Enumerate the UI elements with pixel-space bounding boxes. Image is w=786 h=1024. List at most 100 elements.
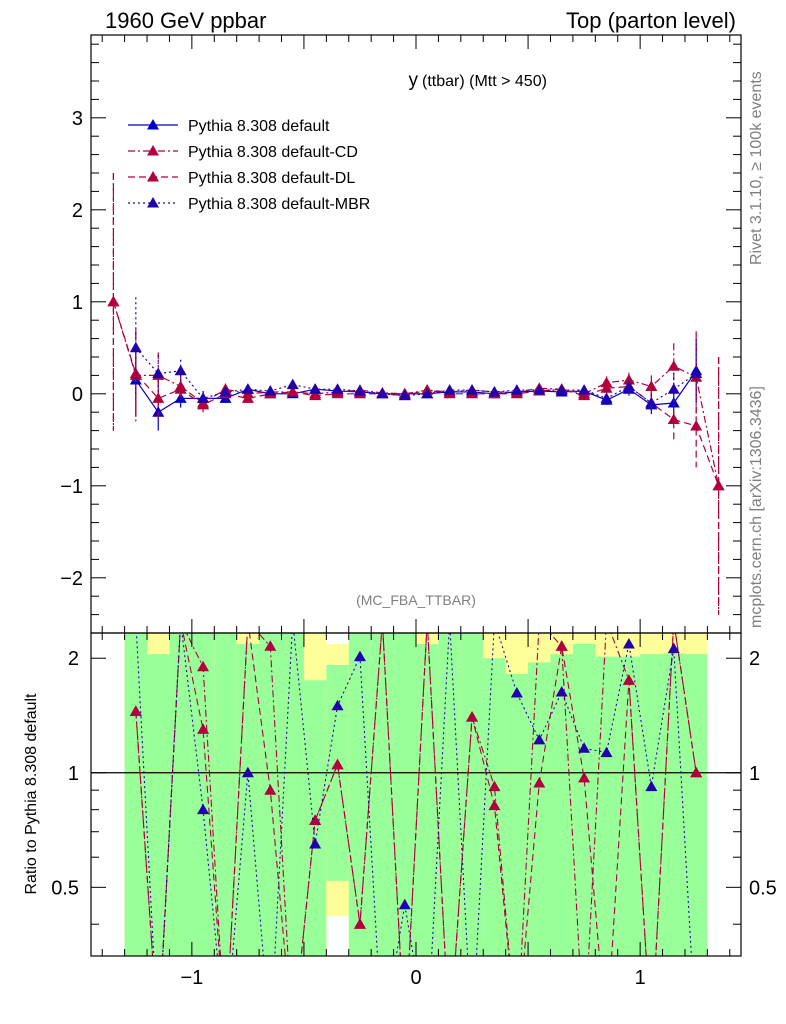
- data-point: [129, 341, 142, 353]
- rivet-version-label: Rivet 3.1.10, ≥ 100k events: [748, 71, 765, 265]
- ratio-point: [622, 637, 635, 649]
- data-point: [309, 383, 322, 394]
- data-point: [421, 387, 434, 399]
- series-line: [112, 301, 720, 487]
- green-band-bin: [505, 673, 529, 956]
- ratio-point: [555, 686, 568, 697]
- legend-entry: Pythia 8.308 default-CD: [128, 144, 358, 161]
- ratio-point: [309, 814, 322, 825]
- ratio-point: [353, 650, 366, 662]
- data-point: [645, 397, 658, 408]
- data-point: [600, 382, 613, 393]
- data-point: [466, 384, 479, 395]
- green-band-bin: [214, 633, 237, 956]
- ratio-point: [241, 766, 254, 778]
- green-band-bin: [550, 654, 573, 956]
- y-tick-label: 1: [72, 292, 83, 314]
- header-right: Top (parton level): [566, 8, 736, 33]
- ratio-point: [331, 699, 344, 711]
- green-band-bin: [640, 654, 663, 956]
- ratio-point: [690, 766, 703, 778]
- data-point: [174, 383, 187, 394]
- ratio-point: [353, 918, 366, 929]
- green-band-bin: [528, 662, 551, 956]
- analysis-watermark: (MC_FBA_TTBAR): [356, 592, 476, 608]
- legend: Pythia 8.308 default Pythia 8.308 default…: [128, 118, 370, 213]
- legend-entry: Pythia 8.308 default: [128, 118, 330, 135]
- data-point: [555, 384, 568, 395]
- y-tick-label: 0: [72, 384, 83, 406]
- ratio-point: [622, 674, 635, 685]
- green-band-bin: [684, 654, 708, 956]
- data-point: [398, 389, 411, 401]
- data-point: [197, 392, 210, 403]
- legend-label: Pythia 8.308 default-MBR: [188, 196, 370, 213]
- ratio-y-tick-label-right: 0.5: [749, 877, 777, 899]
- ratio-series-2: [135, 633, 692, 956]
- ratio-point: [197, 723, 210, 734]
- ratio-series-line: [135, 633, 697, 956]
- data-point: [578, 389, 591, 401]
- series-line: [112, 301, 720, 486]
- plot-title-main: y: [409, 70, 419, 91]
- legend-label: Pythia 8.308 default-CD: [188, 144, 358, 161]
- x-tick-label: 0: [410, 967, 421, 989]
- ratio-point: [488, 780, 501, 792]
- data-point: [241, 383, 254, 394]
- ratio-point: [264, 784, 277, 795]
- green-band-bin: [191, 633, 215, 956]
- data-point: [107, 295, 120, 307]
- data-point: [667, 383, 680, 394]
- data-point: [645, 380, 658, 391]
- data-point: [488, 385, 501, 397]
- ratio-point: [533, 733, 546, 745]
- plot-title-sub: (ttbar) (Mtt > 450): [422, 73, 547, 90]
- x-tick-label: 1: [635, 967, 646, 989]
- ratio-point: [533, 777, 546, 788]
- data-point: [533, 384, 546, 395]
- data-point: [443, 384, 456, 395]
- ratio-point: [488, 799, 501, 811]
- header-left: 1960 GeV ppbar: [105, 8, 266, 33]
- axis-ticks: −2 −1 0 1 2 3 0.5 0.5 1 1 2 2 −1 0 1: [51, 35, 777, 989]
- data-point: [510, 384, 523, 395]
- data-point: [241, 392, 254, 403]
- green-band-bin: [595, 656, 618, 956]
- ratio-y-axis-label: Ratio to Pythia 8.308 default: [23, 693, 40, 895]
- series-3: [129, 297, 703, 413]
- ratio-point: [197, 660, 210, 672]
- legend-entry: Pythia 8.308 default-DL: [128, 170, 355, 187]
- data-point: [197, 398, 210, 410]
- ratio-y-tick-label-right: 2: [749, 648, 760, 670]
- ratio-point: [510, 687, 523, 698]
- data-point: [712, 479, 725, 491]
- legend-label: Pythia 8.308 default-DL: [188, 170, 355, 187]
- legend-marker: [147, 119, 159, 130]
- data-point: [152, 392, 165, 403]
- legend-label: Pythia 8.308 default: [188, 118, 330, 135]
- ratio-y-tick-label-left: 1: [68, 763, 79, 785]
- ratio-series-1: [129, 633, 703, 956]
- data-point: [600, 392, 613, 403]
- data-point: [622, 380, 635, 391]
- y-tick-label: 3: [72, 108, 83, 130]
- ratio-point: [466, 711, 479, 722]
- x-tick-label: −1: [180, 967, 203, 989]
- legend-marker: [147, 145, 159, 156]
- data-point: [174, 392, 187, 403]
- ratio-point: [600, 746, 613, 758]
- data-point: [667, 413, 680, 425]
- ratio-y-tick-label-right: 1: [749, 763, 760, 785]
- main-series: [107, 173, 725, 615]
- green-band-bin: [281, 633, 304, 956]
- green-band-bin: [460, 633, 484, 956]
- data-point: [174, 364, 187, 376]
- legend-entry: Pythia 8.308 default-MBR: [128, 196, 370, 213]
- ratio-point: [398, 898, 411, 910]
- data-point: [152, 367, 165, 379]
- y-tick-label: 2: [72, 200, 83, 222]
- green-band-bin: [572, 643, 596, 956]
- green-band-bin: [348, 633, 372, 956]
- green-band-bin: [393, 633, 416, 956]
